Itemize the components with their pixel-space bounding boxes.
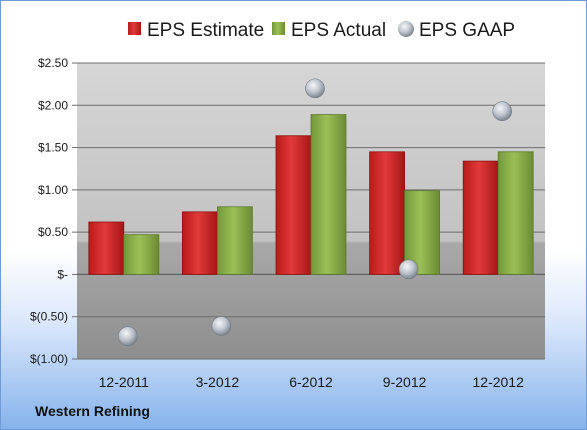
y-tick-label: $(1.00) — [30, 352, 68, 366]
marker-eps-gaap[interactable] — [492, 101, 513, 122]
bar-eps-estimate[interactable] — [369, 151, 406, 275]
y-tick-label: $2.00 — [38, 98, 68, 112]
legend-swatch-actual — [272, 22, 285, 35]
gaap-markers — [118, 78, 513, 346]
legend-swatch-estimate — [128, 22, 141, 35]
marker-eps-gaap[interactable] — [118, 326, 138, 346]
y-tick-label: $0.50 — [38, 225, 68, 239]
bars — [88, 114, 534, 275]
bar-eps-actual[interactable] — [216, 206, 253, 275]
x-tick-label: 12-2011 — [99, 374, 150, 390]
y-tick-label: $2.50 — [38, 56, 68, 70]
legend-label-gaap: EPS GAAP — [419, 20, 515, 41]
y-tick-label: $(0.50) — [30, 310, 68, 324]
legend-marker-gaap — [398, 21, 414, 37]
marker-eps-gaap[interactable] — [211, 316, 232, 336]
bar-eps-estimate[interactable] — [462, 160, 499, 275]
x-tick-label: 12-2012 — [473, 374, 525, 390]
y-tick-label: $- — [57, 267, 68, 281]
y-tick-label: $1.50 — [38, 141, 68, 155]
company-name: Western Refining — [35, 403, 150, 419]
legend: EPS Estimate EPS Actual EPS GAAP — [128, 20, 515, 41]
bar-eps-actual[interactable] — [310, 114, 347, 275]
y-tick-label: $1.00 — [38, 183, 68, 197]
legend-label-estimate: EPS Estimate — [147, 20, 264, 41]
bar-eps-actual[interactable] — [123, 234, 160, 275]
legend-item-estimate[interactable]: EPS Estimate — [128, 20, 264, 41]
x-tick-label: 6-2012 — [289, 374, 333, 390]
bar-eps-estimate[interactable] — [275, 135, 312, 275]
legend-item-gaap[interactable]: EPS GAAP — [398, 20, 515, 41]
marker-eps-gaap[interactable] — [305, 78, 325, 99]
x-tick-label: 9-2012 — [383, 374, 427, 390]
x-axis-labels: 12-2011 3-2012 6-2012 9-2012 12-2012 — [99, 374, 524, 390]
x-tick-label: 3-2012 — [196, 374, 240, 390]
bar-eps-estimate[interactable] — [181, 211, 218, 275]
legend-label-actual: EPS Actual — [291, 20, 386, 41]
legend-item-actual[interactable]: EPS Actual — [272, 20, 386, 41]
marker-eps-gaap[interactable] — [398, 259, 419, 280]
bar-eps-actual[interactable] — [497, 151, 534, 275]
y-axis-ticks: $2.50 $2.00 $1.50 $1.00 $0.50 $- $(0.50) $(1.00… — [30, 56, 77, 366]
bar-eps-estimate[interactable] — [88, 221, 125, 275]
